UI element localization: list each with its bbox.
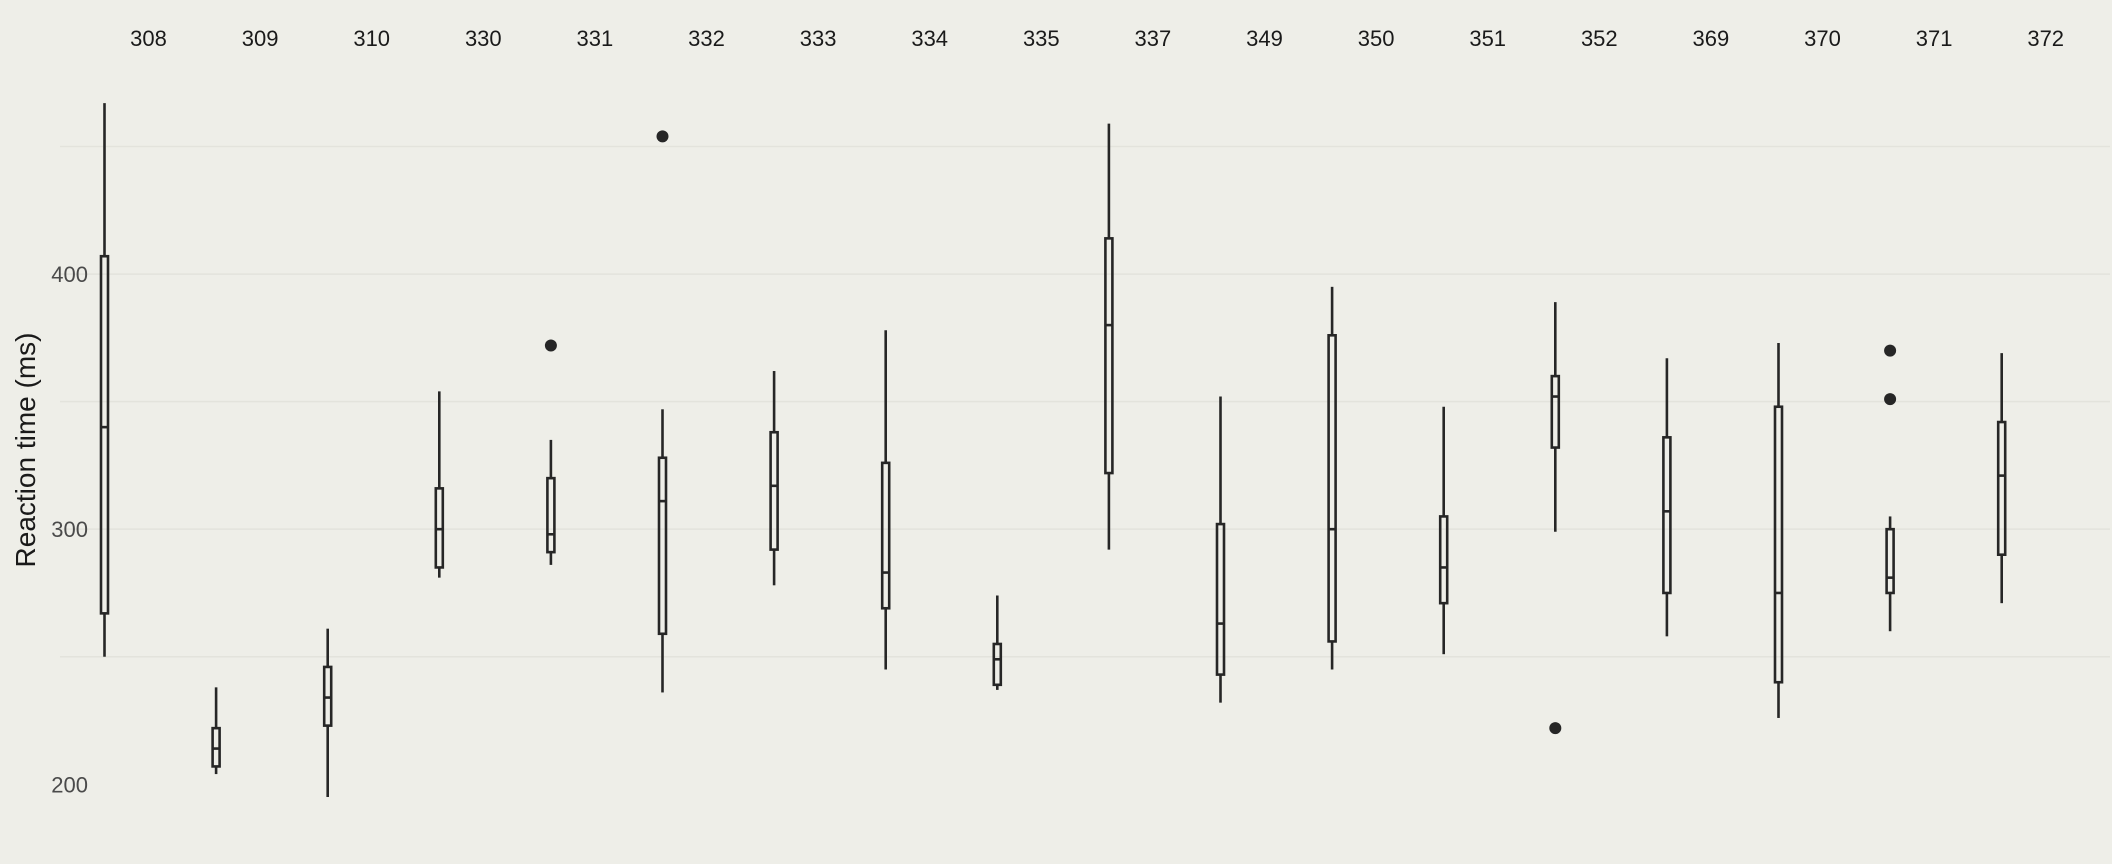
boxplot: [322, 628, 333, 798]
boxplot: [1438, 406, 1449, 655]
facet-label: 349: [1246, 26, 1283, 51]
boxplot: [544, 339, 557, 565]
facet-label: 337: [1135, 26, 1172, 51]
outlier-point: [1549, 722, 1562, 735]
boxplots: [99, 103, 2007, 798]
facet-label: 350: [1358, 26, 1395, 51]
facet-label: 330: [465, 26, 502, 51]
boxplot: [1996, 353, 2007, 604]
y-axis: 200 300 400: [51, 262, 88, 797]
outlier-point: [544, 339, 557, 352]
boxplot: [1104, 123, 1114, 550]
iqr-box: [1438, 515, 1449, 605]
facet-label: 372: [2027, 26, 2064, 51]
outlier-point: [656, 130, 669, 143]
boxplot: [99, 103, 110, 657]
gridlines: [60, 145, 2110, 658]
boxplot: [1549, 302, 1562, 735]
facet-label: 370: [1804, 26, 1841, 51]
boxplot: [434, 391, 445, 578]
iqr-box: [1327, 334, 1337, 643]
boxplot: [1327, 286, 1337, 670]
iqr-box: [1662, 436, 1672, 595]
boxplot: [211, 687, 221, 775]
facet-label: 369: [1693, 26, 1730, 51]
boxplot: [656, 130, 669, 693]
facet-label: 334: [911, 26, 948, 51]
outlier-point: [1884, 344, 1897, 357]
iqr-box: [657, 456, 668, 636]
facet-label: 351: [1469, 26, 1506, 51]
facet-label: 308: [130, 26, 167, 51]
boxplot: [1884, 344, 1897, 632]
y-axis-title: Reaction time (ms): [10, 333, 41, 568]
boxplot: [769, 371, 779, 586]
iqr-box: [546, 476, 556, 554]
facet-label: 309: [242, 26, 279, 51]
facet-label: 331: [577, 26, 614, 51]
facet-label: 335: [1023, 26, 1060, 51]
iqr-box: [1104, 237, 1114, 475]
iqr-box: [99, 254, 110, 615]
facet-label: 332: [688, 26, 725, 51]
iqr-box: [1885, 527, 1895, 595]
iqr-box: [1215, 522, 1226, 676]
y-tick-label: 300: [51, 517, 88, 542]
iqr-box: [769, 430, 779, 551]
y-tick-label: 400: [51, 262, 88, 287]
iqr-box: [1996, 420, 2007, 556]
boxplot: [880, 330, 891, 670]
facet-labels: 308 309 310 330 331 332 333 334 335 337 349 350 351 3…: [130, 26, 2064, 51]
iqr-box: [880, 461, 891, 610]
iqr-box: [1773, 405, 1784, 684]
facet-label: 310: [353, 26, 390, 51]
facet-label: 333: [800, 26, 837, 51]
iqr-box: [1550, 374, 1561, 449]
iqr-box: [992, 642, 1003, 687]
boxplot: [1662, 358, 1672, 637]
outlier-point: [1884, 393, 1897, 406]
facet-label: 371: [1916, 26, 1953, 51]
facet-label: 352: [1581, 26, 1618, 51]
boxplot: [992, 595, 1003, 690]
boxplot: [1773, 342, 1784, 718]
boxplot: [1215, 396, 1226, 703]
y-tick-label: 200: [51, 772, 88, 797]
